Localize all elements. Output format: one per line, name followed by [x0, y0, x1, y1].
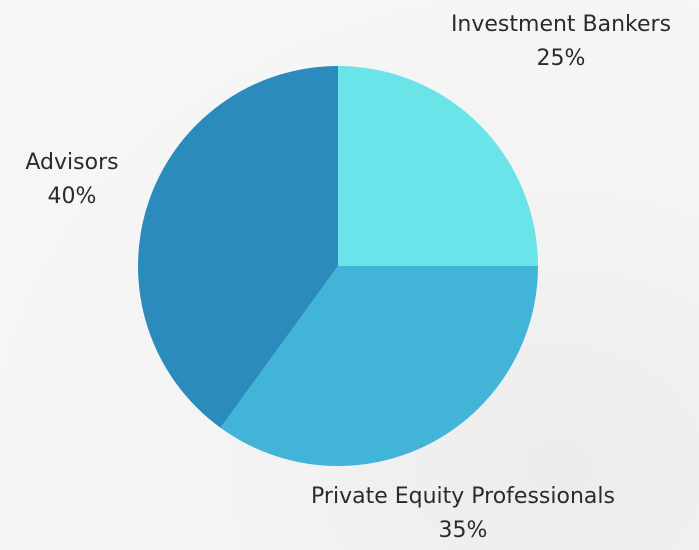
slice-investment-bankers [338, 66, 538, 266]
label-name: Advisors [25, 150, 119, 175]
label-name: Private Equity Professionals [311, 484, 615, 509]
slice-label-private-equity-professionals: Private Equity Professionals 35% [270, 480, 656, 548]
label-value: 40% [47, 184, 97, 209]
label-value: 35% [438, 518, 488, 543]
slice-advisors [138, 66, 338, 428]
slice-label-investment-bankers: Investment Bankers 25% [430, 8, 692, 76]
slice-private-equity-professionals [220, 266, 539, 466]
label-value: 25% [536, 46, 586, 71]
slice-label-advisors: Advisors 40% [0, 146, 144, 214]
label-name: Investment Bankers [450, 12, 672, 37]
